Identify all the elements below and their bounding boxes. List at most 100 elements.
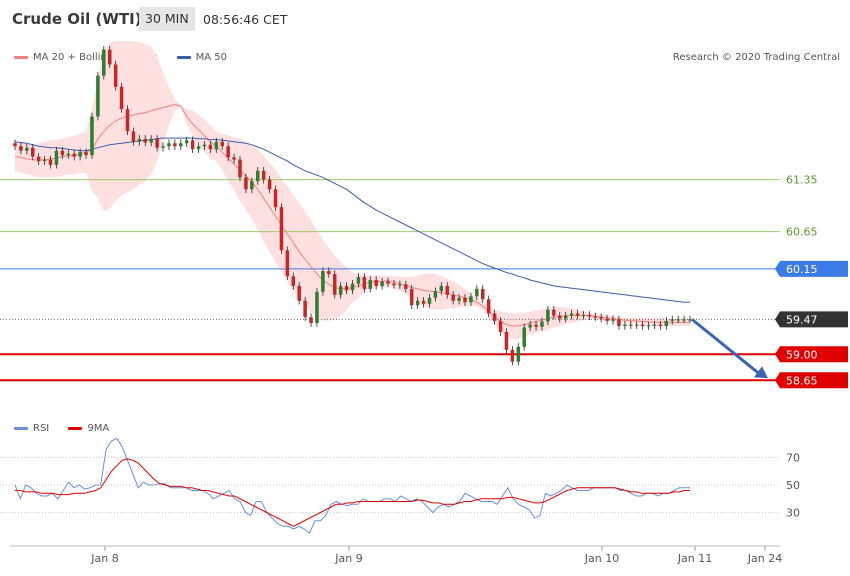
candle-body	[475, 288, 479, 297]
candle-body	[54, 150, 59, 165]
candle-body	[261, 170, 266, 180]
ma50-line	[14, 137, 690, 303]
candle-body	[652, 324, 657, 326]
candle-body	[516, 346, 521, 362]
bollinger-swatch	[14, 56, 28, 59]
candle-body	[409, 288, 414, 306]
candle-body	[155, 138, 159, 148]
candle-body	[481, 288, 485, 300]
candle-body	[214, 141, 219, 150]
ma9-swatch	[68, 427, 83, 430]
candle-body	[344, 285, 349, 291]
candle-body	[623, 324, 627, 327]
interval-selector[interactable]: 30 MIN	[139, 7, 195, 31]
candle-body	[256, 170, 260, 182]
level-labels-layer: 61.35 60.65 60.15 59.47 59.00 58.65	[775, 174, 848, 389]
candle-body	[492, 313, 497, 321]
candle-body	[380, 281, 384, 286]
x-tick-label: Jan 10	[584, 552, 619, 565]
candle-body	[137, 138, 142, 142]
candle-body	[102, 49, 106, 76]
candle-body	[66, 153, 71, 156]
chart-header: Crude Oil (WTI) 30 MIN 08:56:46 CET	[0, 0, 850, 38]
candle-body	[392, 283, 396, 286]
candle-body	[19, 146, 23, 151]
ma9-legend-label: 9MA	[87, 423, 110, 434]
ma50-legend-label: MA 50	[195, 52, 227, 63]
candle-body	[688, 319, 692, 321]
candle-body	[581, 314, 586, 317]
candle-body	[362, 277, 367, 289]
copyright-text: Research © 2020 Trading Central	[672, 52, 840, 63]
candle-body	[682, 319, 686, 321]
candle-body	[599, 317, 603, 319]
rsi-9ma-line	[15, 458, 690, 527]
candle-body	[173, 143, 177, 147]
candle-body	[605, 318, 609, 321]
candle-body	[125, 109, 130, 132]
candle-body	[546, 309, 550, 322]
candle-body	[232, 157, 236, 160]
level-tag-59.47	[775, 311, 848, 328]
candle-body	[119, 86, 124, 110]
candle-body	[563, 315, 568, 319]
rsi-tick-30: 30	[786, 507, 800, 520]
level-label-61.35: 61.35	[786, 174, 818, 187]
candle-body	[250, 181, 254, 190]
candle-body	[143, 138, 148, 143]
rsi-panel: 70 50 30	[0, 437, 800, 534]
bollinger-band-layer	[15, 40, 690, 340]
candle-body	[327, 271, 331, 275]
candle-body	[404, 284, 408, 289]
bollinger-band	[15, 40, 690, 340]
candle-body	[398, 284, 402, 286]
candle-body	[226, 146, 230, 158]
candle-body	[439, 285, 444, 292]
candle-body	[457, 297, 461, 301]
candle-body	[167, 143, 171, 147]
ma50-swatch	[176, 56, 191, 59]
bollinger-legend-label: MA 20 + Bollinger Bands	[33, 52, 158, 63]
candle-body	[279, 207, 284, 251]
candle-body	[350, 283, 355, 291]
candle-body	[486, 299, 491, 314]
level-label-60.65: 60.65	[786, 226, 818, 239]
candle-body	[161, 146, 165, 148]
candle-body	[179, 143, 183, 147]
candle-body	[202, 144, 207, 147]
candlestick-layer	[13, 45, 692, 366]
candle-body	[332, 274, 337, 295]
candle-body	[356, 277, 361, 284]
forecast-arrow-layer	[691, 318, 768, 379]
forecast-arrow	[691, 318, 761, 376]
candle-body	[338, 285, 343, 295]
candle-body	[238, 159, 242, 178]
candle-body	[427, 297, 432, 304]
x-tick-label: Jan 11	[677, 552, 712, 565]
candle-body	[96, 75, 100, 117]
candle-body	[208, 144, 213, 150]
candle-body	[617, 319, 621, 327]
level-label-59.00: 59.00	[786, 348, 818, 361]
level-label-59.47: 59.47	[786, 313, 818, 326]
candle-body	[60, 150, 65, 156]
candle-body	[540, 321, 544, 327]
x-tick-label: Jan 9	[334, 552, 362, 565]
candle-body	[267, 179, 272, 190]
candle-body	[244, 177, 248, 190]
candle-body	[303, 300, 307, 318]
candle-body	[575, 313, 580, 316]
candle-body	[315, 291, 319, 324]
x-tick-label: Jan 8	[90, 552, 118, 565]
candle-body	[611, 319, 615, 321]
candle-body	[113, 64, 118, 87]
candle-body	[31, 147, 35, 157]
candle-body	[676, 319, 680, 321]
rsi-line	[14, 437, 690, 534]
x-tick-label: Jan 24	[747, 552, 782, 565]
candle-body	[196, 146, 201, 150]
candle-body	[587, 314, 592, 317]
time-axis: Jan 8 Jan 9 Jan 10 Jan 11 Jan 24	[10, 545, 782, 565]
forecast-arrowhead	[754, 366, 768, 379]
